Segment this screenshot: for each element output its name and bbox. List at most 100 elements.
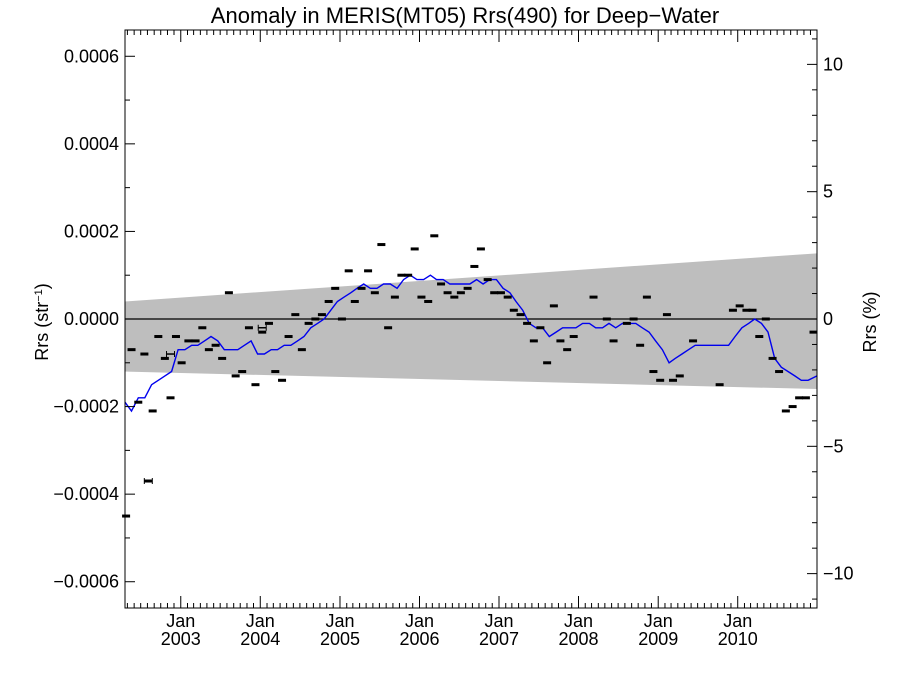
data-point (198, 326, 207, 330)
uncertainty-band-layer (125, 253, 817, 390)
data-point (622, 321, 631, 325)
x-tick-year-label: 2009 (638, 629, 678, 649)
data-point (204, 348, 213, 352)
data-point (311, 317, 320, 321)
data-point (629, 317, 638, 321)
x-tick-month-label: Jan (166, 611, 195, 631)
data-point (154, 335, 163, 339)
error-bar-point (143, 478, 153, 485)
data-point (556, 339, 565, 343)
data-point (563, 348, 572, 352)
data-point (370, 291, 379, 295)
x-axis: Jan2003Jan2004Jan2005Jan2006Jan2007Jan20… (126, 30, 811, 649)
data-point (291, 313, 300, 317)
x-tick-year-label: 2006 (399, 629, 439, 649)
data-point (297, 348, 306, 352)
data-point (211, 343, 220, 347)
trend-line-layer (124, 274, 818, 413)
data-point (523, 321, 532, 325)
data-point (258, 330, 267, 334)
x-tick-year-label: 2005 (320, 629, 360, 649)
data-point (317, 313, 326, 317)
data-point (490, 291, 499, 295)
left-y-tick-label: 0.0004 (64, 134, 119, 154)
data-point (390, 295, 399, 299)
data-point (516, 313, 525, 317)
data-point (177, 361, 186, 365)
x-tick-year-label: 2010 (718, 629, 758, 649)
data-point (689, 339, 698, 343)
right-y-tick-label: 10 (823, 54, 843, 74)
data-point (417, 295, 426, 299)
x-tick-month-label: Jan (723, 611, 752, 631)
data-point (742, 308, 751, 312)
data-point (271, 370, 280, 374)
data-point (496, 291, 505, 295)
right-y-axis-label: Rrs (%) (860, 292, 880, 353)
x-tick-year-label: 2004 (240, 629, 280, 649)
data-point (437, 282, 446, 286)
data-point (350, 299, 359, 303)
data-point (184, 339, 193, 343)
data-point (443, 291, 452, 295)
data-point (337, 317, 346, 321)
x-tick-year-label: 2007 (479, 629, 519, 649)
x-tick-year-label: 2008 (558, 629, 598, 649)
data-point (649, 370, 658, 374)
data-point (140, 352, 149, 356)
data-point (410, 247, 419, 251)
data-point (191, 339, 200, 343)
data-point (602, 317, 611, 321)
data-point (609, 339, 618, 343)
left-y-tick-label: 0.0000 (64, 309, 119, 329)
data-point (244, 326, 253, 330)
data-point (669, 378, 678, 382)
right-y-tick-label: −5 (823, 436, 844, 456)
data-point (148, 409, 157, 413)
data-point (529, 339, 538, 343)
data-point (218, 356, 227, 360)
x-tick-month-label: Jan (325, 611, 354, 631)
data-point (344, 269, 353, 273)
data-point (536, 326, 545, 330)
data-point (251, 383, 260, 387)
data-point (171, 335, 180, 339)
data-point (476, 247, 485, 251)
data-point (768, 356, 777, 360)
data-point (404, 273, 413, 277)
data-point (231, 374, 240, 378)
data-point (304, 321, 313, 325)
data-point (224, 291, 233, 295)
data-point (278, 378, 287, 382)
data-point (781, 409, 790, 413)
data-point (424, 299, 433, 303)
data-point (160, 356, 169, 360)
data-point (284, 335, 293, 339)
data-point (809, 330, 818, 334)
data-point (801, 396, 810, 400)
right-y-tick-label: 5 (823, 182, 833, 202)
x-tick-year-label: 2003 (161, 629, 201, 649)
data-point (755, 335, 764, 339)
right-y-axis: 10 5 0 −5 −10 (807, 38, 854, 600)
data-point (384, 326, 393, 330)
trend-line (124, 274, 818, 413)
error-bar-point (166, 351, 176, 358)
data-point (134, 400, 143, 404)
left-y-tick-label: −0.0006 (53, 572, 119, 592)
x-tick-month-label: Jan (644, 611, 673, 631)
data-point (450, 295, 459, 299)
data-point (357, 286, 366, 290)
data-point (331, 286, 340, 290)
data-point (728, 308, 737, 312)
data-point (775, 370, 784, 374)
data-point (642, 295, 651, 299)
data-point (397, 273, 406, 277)
left-y-axis: 0.0006 0.0004 0.0002 0.0000 −0.0002 −0.0004 −0… (53, 46, 135, 592)
left-y-tick-label: 0.0006 (64, 46, 119, 66)
data-point (456, 291, 465, 295)
data-point (549, 304, 558, 308)
data-point (675, 374, 684, 378)
data-point (788, 405, 797, 409)
data-point (238, 370, 247, 374)
